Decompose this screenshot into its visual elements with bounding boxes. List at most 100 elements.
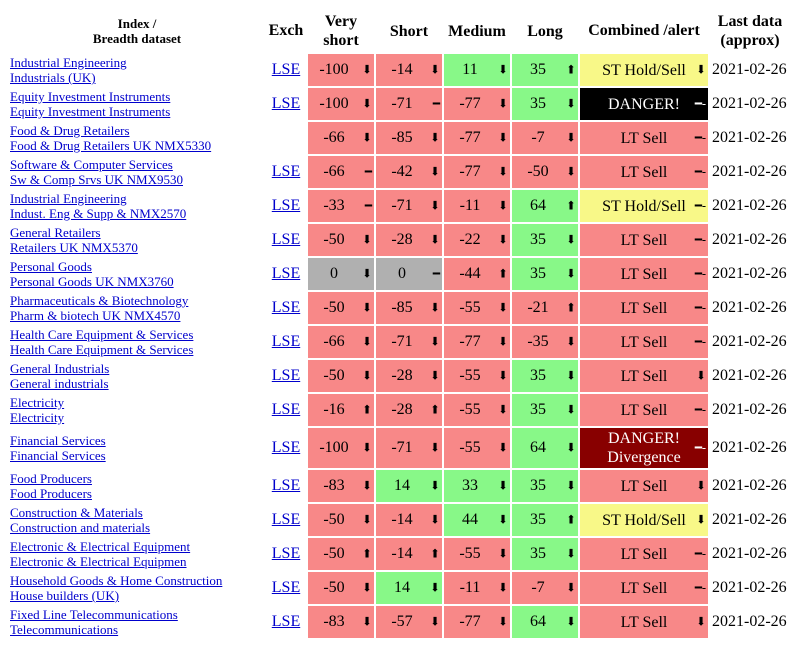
exch-link[interactable]: LSE — [271, 613, 301, 630]
dataset-link[interactable]: General industrials — [10, 376, 109, 391]
table-row: Industrial Engineering Industrials (UK) LS… — [10, 54, 790, 86]
trend-arrow-icon: ⬇ — [565, 440, 576, 455]
index-cell: Equity Investment Instruments Equity Inve… — [10, 88, 264, 120]
dataset-link[interactable]: Industrials (UK) — [10, 70, 96, 85]
medium-signal-cell: -22 ⬇ — [444, 224, 510, 256]
dataset-link[interactable]: Electricity — [10, 410, 65, 425]
exch-link[interactable]: LSE — [271, 333, 301, 350]
medium-value: -77 — [459, 333, 481, 350]
long-signal-cell: 35 ⬇ — [512, 88, 578, 120]
table-row: General Industrials General industrials LS… — [10, 360, 790, 392]
index-link[interactable]: Health Care Equipment & Services — [10, 327, 194, 342]
short-signal-cell: -57 ⬇ — [376, 606, 442, 638]
exch-link[interactable]: LSE — [271, 367, 301, 384]
dataset-link[interactable]: House builders (UK) — [10, 588, 120, 603]
dataset-link[interactable]: Construction and materials — [10, 520, 151, 535]
medium-value: -11 — [459, 579, 481, 596]
exch-link[interactable]: LSE — [271, 439, 301, 456]
medium-value: -77 — [459, 163, 481, 180]
header-very-short: Very short — [308, 10, 374, 52]
index-link[interactable]: General Retailers — [10, 225, 101, 240]
trend-arrow-icon: ⬆ — [565, 62, 576, 77]
exch-link[interactable]: LSE — [271, 197, 301, 214]
long-signal-cell: 35 ⬇ — [512, 224, 578, 256]
long-value: 35 — [530, 265, 546, 282]
index-link[interactable]: Equity Investment Instruments — [10, 89, 171, 104]
trend-arrow-icon: ⬇ — [695, 478, 706, 493]
dataset-link[interactable]: Indust. Eng & Supp & NMX2570 — [10, 206, 187, 221]
exch-cell: LSE — [266, 606, 306, 638]
dataset-link[interactable]: Financial Services — [10, 448, 106, 463]
short-signal-cell: -42 ⬇ — [376, 156, 442, 188]
combined-alert-cell: LT Sell ━- — [580, 122, 708, 154]
index-link[interactable]: Food & Drug Retailers — [10, 123, 130, 138]
medium-signal-cell: -55 ⬇ — [444, 428, 510, 468]
index-cell: Food & Drug Retailers Food & Drug Retaile… — [10, 122, 264, 154]
index-link[interactable]: Industrial Engineering — [10, 191, 127, 206]
dataset-link[interactable]: Telecommunications — [10, 622, 119, 637]
table-row: Food & Drug Retailers Food & Drug Retaile… — [10, 122, 790, 154]
index-link[interactable]: Construction & Materials — [10, 505, 143, 520]
exch-link[interactable]: LSE — [271, 61, 301, 78]
combined-alert-cell: LT Sell ━- — [580, 224, 708, 256]
trend-arrow-icon: ⬇ — [497, 478, 508, 493]
exch-link[interactable]: LSE — [271, 477, 301, 494]
header-index-line1: Index / — [117, 16, 157, 31]
table-row: Industrial Engineering Indust. Eng & Supp… — [10, 190, 790, 222]
index-link[interactable]: Food Producers — [10, 471, 92, 486]
index-link[interactable]: Fixed Line Telecommunications — [10, 607, 178, 622]
short-value: -71 — [391, 439, 413, 456]
last-data-date: 2021-02-26 — [712, 61, 787, 78]
very-short-value: -50 — [323, 299, 345, 316]
index-link[interactable]: Electricity — [10, 395, 65, 410]
combined-alert-cell: LT Sell ⬇ — [580, 470, 708, 502]
trend-arrow-icon: ━ — [432, 266, 440, 281]
dataset-link[interactable]: Health Care Equipment & Services — [10, 342, 194, 357]
exch-link[interactable]: LSE — [271, 265, 301, 282]
exch-link[interactable]: LSE — [271, 163, 301, 180]
index-link[interactable]: Electronic & Electrical Equipment — [10, 539, 191, 554]
exch-link[interactable]: LSE — [271, 231, 301, 248]
trend-arrow-icon: ⬇ — [429, 300, 440, 315]
index-link[interactable]: Household Goods & Home Construction — [10, 573, 223, 588]
trend-arrow-icon: ⬇ — [361, 512, 372, 527]
index-link[interactable]: Personal Goods — [10, 259, 92, 274]
trend-arrow-icon: ⬇ — [361, 440, 372, 455]
trend-arrow-icon: ⬇ — [361, 62, 372, 77]
trend-arrow-icon: ⬇ — [565, 130, 576, 145]
trend-arrow-icon: ⬆ — [565, 300, 576, 315]
last-data-date: 2021-02-26 — [712, 439, 787, 456]
long-signal-cell: 35 ⬆ — [512, 504, 578, 536]
exch-link[interactable]: LSE — [271, 95, 301, 112]
trend-arrow-icon: ⬆ — [361, 546, 372, 561]
short-signal-cell: -28 ⬆ — [376, 394, 442, 426]
trend-arrow-icon: ⬇ — [361, 368, 372, 383]
exch-link[interactable]: LSE — [271, 579, 301, 596]
very-short-signal-cell: -100 ⬇ — [308, 54, 374, 86]
exch-link[interactable]: LSE — [271, 511, 301, 528]
index-link[interactable]: Pharmaceuticals & Biotechnology — [10, 293, 189, 308]
dataset-link[interactable]: Equity Investment Instruments — [10, 104, 171, 119]
index-link[interactable]: Industrial Engineering — [10, 55, 127, 70]
dataset-link[interactable]: Electronic & Electrical Equipmen — [10, 554, 187, 569]
alert-text: LT Sell — [620, 299, 668, 317]
dataset-link[interactable]: Food & Drug Retailers UK NMX5330 — [10, 138, 212, 153]
index-link[interactable]: Software & Computer Services — [10, 157, 173, 172]
dataset-link[interactable]: Retailers UK NMX5370 — [10, 240, 138, 255]
combined-alert-cell: LT Sell ━- — [580, 156, 708, 188]
alert-text: ST Hold/Sell — [602, 61, 686, 79]
last-data-date: 2021-02-26 — [712, 333, 787, 350]
trend-arrow-icon: ⬇ — [429, 512, 440, 527]
exch-link[interactable]: LSE — [271, 545, 301, 562]
dataset-link[interactable]: Sw & Comp Srvs UK NMX9530 — [10, 172, 183, 187]
exch-cell: LSE — [266, 538, 306, 570]
dataset-link[interactable]: Personal Goods UK NMX3760 — [10, 274, 174, 289]
exch-link[interactable]: LSE — [271, 401, 301, 418]
last-data-date: 2021-02-26 — [712, 477, 787, 494]
index-link[interactable]: Financial Services — [10, 433, 106, 448]
index-link[interactable]: General Industrials — [10, 361, 110, 376]
dataset-link[interactable]: Food Producers — [10, 486, 92, 501]
dataset-link[interactable]: Pharm & biotech UK NMX4570 — [10, 308, 181, 323]
trend-arrow-icon: ⬇ — [497, 198, 508, 213]
exch-link[interactable]: LSE — [271, 299, 301, 316]
